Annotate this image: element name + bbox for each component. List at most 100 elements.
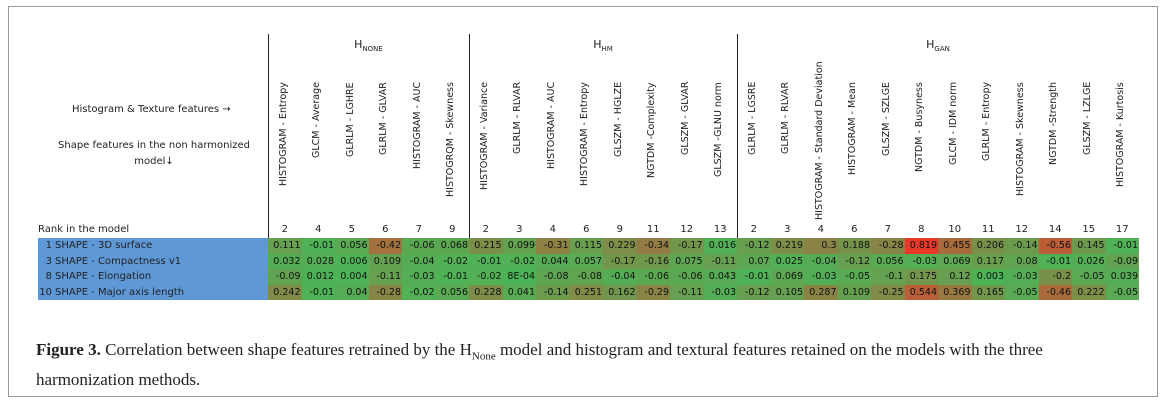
value-cell: -0.05 (1005, 284, 1039, 301)
value-cell: 0.162 (603, 284, 637, 301)
value-cell: -0.11 (670, 284, 704, 301)
group-separator (737, 34, 738, 301)
group-label: HGAN (737, 38, 1139, 53)
column-header: GLRLM - GLVAR (378, 82, 390, 155)
value-cell: -0.05 (1105, 284, 1139, 301)
value-cell: -0.04 (603, 269, 637, 285)
value-cell: 8E-04 (502, 269, 536, 285)
value-cell: 0.043 (703, 269, 737, 285)
column-rank: 6 (382, 224, 389, 235)
column-rank: 13 (713, 224, 727, 235)
value-cell: -0.02 (435, 253, 469, 270)
value-cell: 0.544 (904, 284, 938, 301)
value-cell: -0.25 (871, 284, 905, 301)
value-cell: -0.14 (1005, 238, 1039, 254)
value-cell: 0.08 (1005, 253, 1039, 270)
value-cell: 0.075 (670, 253, 704, 270)
column-header: GLCM - Average (311, 82, 323, 158)
value-cell: -0.04 (804, 253, 838, 270)
column-header: GLRLM - RLVAR (512, 82, 524, 155)
column-header: GLSZM - LZLGE (1081, 82, 1093, 156)
column-rank: 12 (680, 224, 694, 235)
column-rank: 17 (1115, 224, 1129, 235)
value-cell: -0.01 (1038, 253, 1072, 270)
value-cell: 0.175 (904, 269, 938, 285)
row-label-bg (38, 269, 268, 285)
value-cell: -0.28 (368, 284, 402, 301)
value-cell: -0.17 (670, 238, 704, 254)
value-cell: 0.369 (938, 284, 972, 301)
column-header: GLRLM - Entropy (981, 82, 993, 162)
column-rank: 9 (616, 224, 623, 235)
row-name: SHAPE - 3D surface (55, 240, 153, 251)
value-cell: 0.056 (871, 253, 905, 270)
value-cell: 0.105 (770, 284, 804, 301)
row-header-label: Histogram & Texture features → (72, 104, 231, 115)
value-cell: 0.117 (971, 253, 1005, 270)
value-cell: 0.165 (971, 284, 1005, 301)
value-cell: 0.228 (469, 284, 503, 301)
value-cell: -0.03 (904, 253, 938, 270)
column-rank: 9 (449, 224, 456, 235)
column-rank: 2 (281, 224, 288, 235)
value-cell: 0.026 (1072, 253, 1106, 270)
row-label-bg (38, 238, 268, 254)
column-rank: 8 (918, 224, 925, 235)
value-cell: -0.02 (469, 269, 503, 285)
value-cell: 0.099 (502, 238, 536, 254)
column-header: GLSZM - SZLGE (880, 82, 892, 157)
column-rank: 3 (516, 224, 523, 235)
column-header: HISTOGRAM - Variance (478, 82, 490, 191)
value-cell: -0.01 (737, 269, 771, 285)
column-header: HISTOGRAM - AUC (411, 82, 423, 170)
value-cell: 0.012 (301, 269, 335, 285)
value-cell: -0.17 (603, 253, 637, 270)
caption-text: Correlation between shape features retra… (105, 340, 472, 359)
value-cell: -0.08 (536, 269, 570, 285)
group-subscript: NONE (362, 45, 383, 54)
row-rank: 3 (45, 255, 52, 267)
value-cell: -0.11 (703, 253, 737, 270)
value-cell: 0.109 (837, 284, 871, 301)
value-cell: -0.01 (1105, 238, 1139, 254)
column-rank: 3 (784, 224, 791, 235)
column-rank: 6 (583, 224, 590, 235)
value-cell: -0.1 (871, 269, 905, 285)
column-header: NGTDM - Busyness (914, 82, 926, 172)
value-cell: 0.069 (770, 269, 804, 285)
column-header: HISTOGRAM - Skewness (1014, 82, 1026, 196)
column-header: GLSZM - GLVAR (679, 82, 691, 156)
value-cell: 0.041 (502, 284, 536, 301)
value-cell: -0.34 (636, 238, 670, 254)
value-cell: -0.06 (402, 238, 436, 254)
value-cell: 0.215 (469, 238, 503, 254)
value-cell: -0.29 (636, 284, 670, 301)
value-cell: -0.05 (837, 269, 871, 285)
value-cell: -0.46 (1038, 284, 1072, 301)
value-cell: -0.06 (636, 269, 670, 285)
value-cell: -0.01 (469, 253, 503, 270)
value-cell: -0.03 (402, 269, 436, 285)
column-rank: 4 (549, 224, 556, 235)
row-label-bg (38, 284, 268, 301)
value-cell: 0.006 (335, 253, 369, 270)
group-separator (268, 34, 269, 301)
column-rank: 11 (981, 224, 995, 235)
value-cell: 0.229 (603, 238, 637, 254)
value-cell: 0.219 (770, 238, 804, 254)
column-header: HISTOGRAM - AUC (545, 82, 557, 170)
value-cell: 0.242 (268, 284, 302, 301)
column-rank: 2 (750, 224, 757, 235)
value-cell: 0.057 (569, 253, 603, 270)
value-cell: 0.109 (368, 253, 402, 270)
value-cell: -0.16 (636, 253, 670, 270)
group-symbol: H (354, 38, 363, 51)
row-name: SHAPE - Elongation (55, 271, 152, 283)
value-cell: 0.115 (569, 238, 603, 254)
value-cell: -0.02 (402, 284, 436, 301)
column-rank: 5 (348, 224, 355, 235)
value-cell: -0.01 (435, 269, 469, 285)
value-cell: 0.188 (837, 238, 871, 254)
row-rank: 1 (45, 240, 52, 251)
column-rank: 10 (948, 224, 962, 235)
